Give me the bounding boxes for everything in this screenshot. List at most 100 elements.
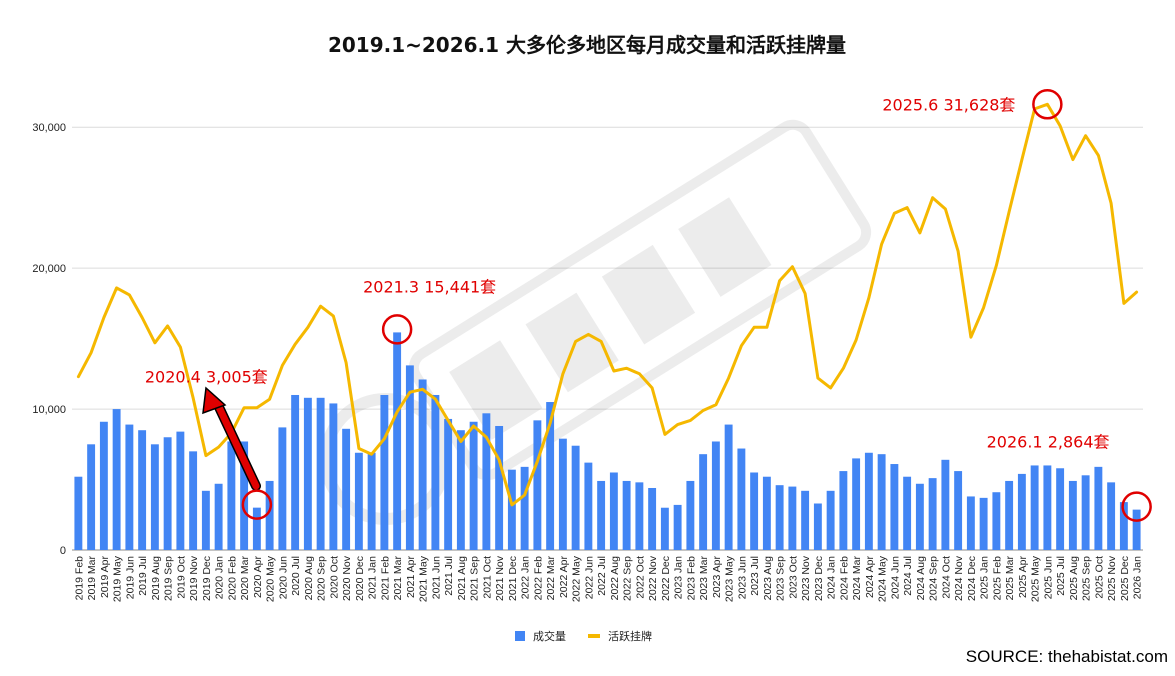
bar [201,490,210,550]
x-tick-label: 2025 Oct [1093,556,1105,599]
x-axis-tick-labels: 2019 Feb 2019 Mar 2019 Apr 2019 May 2019 Jun… [73,555,1143,602]
bar [303,397,312,550]
x-tick-label: 2023 Apr [711,556,723,599]
x-tick-label: 2025 Jan [979,556,991,599]
bar [852,458,861,550]
x-tick-label: 2025 May [1030,555,1042,602]
bar [367,452,376,550]
bar [138,430,147,550]
bar [1005,480,1014,550]
bar [711,441,720,550]
bar [354,452,363,550]
x-tick-label: 2021 Sep [469,556,481,601]
x-tick-label: 2023 Feb [685,556,697,601]
annotation-label: 2021.3 15,441套 [363,277,496,296]
bar [520,466,529,550]
x-tick-label: 2022 May [571,555,583,602]
x-tick-label: 2020 Jul [290,556,302,596]
bar [788,486,797,550]
legend: 成交量 活跃挂牌 [515,629,652,643]
chart-title: 2019.1~2026.1 大多伦多地区每月成交量和活跃挂牌量 [328,33,846,57]
bar [482,413,491,550]
bar [507,469,516,550]
bar [469,421,478,550]
annotation-circle [381,314,413,345]
x-tick-label: 2019 Jun [124,556,136,599]
x-tick-label: 2024 Jan [826,556,838,599]
x-tick-label: 2019 Nov [188,555,200,601]
bar [1107,482,1116,550]
x-tick-label: 2023 Dec [813,556,825,601]
bar [1030,465,1039,550]
bar [864,452,873,550]
x-tick-label: 2023 Jul [749,556,761,596]
bar [431,394,440,550]
bar [1017,473,1026,550]
x-tick-label: 2024 May [877,555,889,602]
x-tick-label: 2023 Nov [800,555,812,601]
x-tick-label: 2022 Jun [583,556,595,599]
bar [316,397,325,550]
x-tick-label: 2021 Mar [392,555,404,600]
bar [342,428,351,550]
x-tick-label: 2022 Oct [634,556,646,599]
x-tick-label: 2023 Aug [762,556,774,601]
bar [979,497,988,550]
x-tick-label: 2025 Sep [1081,556,1093,601]
x-tick-label: 2026 Jan [1132,556,1144,599]
bar [660,507,669,550]
bar [189,451,198,550]
x-tick-label: 2019 May [112,555,124,602]
bar [252,507,261,550]
annotation-circle [1121,491,1152,522]
x-tick-label: 2023 Jun [736,556,748,599]
x-tick-label: 2024 Nov [953,555,965,601]
x-tick-label: 2020 Nov [341,555,353,601]
y-tick-label: 20,000 [32,263,66,275]
x-tick-label: 2020 Sep [316,556,328,601]
x-tick-label: 2022 Jan [520,556,532,599]
x-tick-label: 2020 Feb [226,556,238,601]
bar [762,476,771,550]
annotations: 2020.4 3,005套 2021.3 15,441套 2025.6 31,628… [145,89,1152,522]
bar [1094,466,1103,550]
x-tick-label: 2023 May [724,555,736,602]
x-tick-label: 2019 Dec [201,556,213,601]
legend-swatch-line [588,634,600,638]
bar [176,431,185,550]
legend-label-line: 活跃挂牌 [608,629,652,643]
x-tick-label: 2025 Apr [1017,556,1029,599]
source-credit: SOURCE: thehabistat.com [966,647,1168,666]
bar [839,471,848,550]
x-tick-label: 2025 Dec [1119,556,1131,601]
bar [941,459,950,550]
x-tick-label: 2024 Jun [889,556,901,599]
x-tick-label: 2020 Mar [239,555,251,600]
x-tick-label: 2019 Oct [175,556,187,599]
bar [278,427,287,550]
x-tick-label: 2019 Feb [73,556,85,601]
x-tick-label: 2021 Jul [443,556,455,596]
x-tick-label: 2020 Dec [354,556,366,601]
x-tick-label: 2021 Apr [405,556,417,599]
x-tick-label: 2022 Nov [647,555,659,601]
bar [1068,480,1077,550]
x-tick-label: 2022 Jul [596,556,608,596]
bar [533,420,542,550]
bar [801,490,810,550]
x-tick-label: 2020 Apr [252,556,264,599]
bar [495,425,504,550]
bar [291,394,300,550]
x-tick-label: 2020 Jan [214,556,226,599]
bar [265,480,274,550]
x-tick-label: 2024 Mar [851,555,863,600]
x-tick-label: 2021 May [418,555,430,602]
bar [393,332,402,550]
x-tick-label: 2023 Oct [787,556,799,599]
x-tick-label: 2025 Aug [1068,556,1080,601]
bar [622,480,631,550]
x-tick-label: 2024 Apr [864,556,876,599]
x-tick-label: 2025 Jun [1042,556,1054,599]
bar [813,503,822,550]
bar [380,394,389,550]
